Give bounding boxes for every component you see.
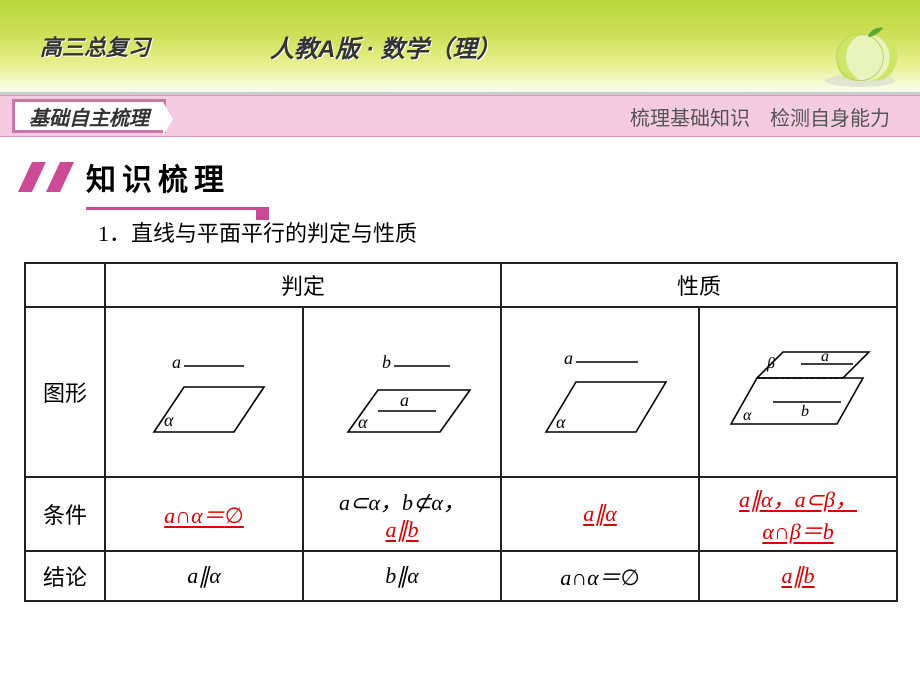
ribbon-bar: 基础自主梳理 梳理基础知识 检测自身能力 — [0, 95, 920, 137]
condition-cell-1: a∩α＝∅ — [105, 477, 303, 551]
conclusion-cell-1: a∥α — [105, 551, 303, 601]
row-head-figure: 图形 — [25, 307, 105, 477]
cond3-text: a∥α — [583, 501, 617, 526]
svg-text:β: β — [766, 355, 775, 372]
apple-decoration — [810, 20, 910, 90]
theorem-table: 判定 性质 图形 a α b a α — [24, 262, 898, 602]
heading-underline — [86, 207, 256, 210]
svg-text:a: a — [172, 352, 181, 372]
svg-text:a: a — [564, 348, 573, 368]
cond1-text: a∩α＝∅ — [164, 503, 244, 528]
condition-cell-4: a∥α，a⊂β， α∩β＝b — [699, 477, 897, 551]
figure-cell-1: a α — [105, 307, 303, 477]
conc3-text: a∩α＝∅ — [560, 565, 640, 590]
section-heading: 知识梳理 — [18, 155, 920, 199]
svg-text:b: b — [801, 403, 809, 420]
svg-text:b: b — [382, 352, 391, 372]
section-subtitle: 1．直线与平面平行的判定与性质 — [98, 216, 920, 248]
col-head-determine: 判定 — [105, 263, 501, 307]
header-left: 高三总复习 — [40, 30, 150, 62]
header-right: 人教A版 · 数学（理） — [270, 29, 501, 64]
svg-text:α: α — [164, 410, 174, 430]
svg-text:α: α — [743, 407, 752, 424]
condition-cell-3: a∥α — [501, 477, 699, 551]
col-head-property: 性质 — [501, 263, 897, 307]
cond4-top: a∥α，a⊂β， — [739, 487, 857, 512]
svg-text:α: α — [358, 412, 368, 432]
row-head-condition: 条件 — [25, 477, 105, 551]
conc4-text: a∥b — [782, 563, 815, 588]
cond4-bottom: α∩β＝b — [762, 519, 833, 544]
conc2-text: b∥α — [385, 563, 419, 588]
cond2-bottom: a∥b — [386, 517, 419, 542]
table-corner — [25, 263, 105, 307]
page-header: 高三总复习 人教A版 · 数学（理） — [0, 0, 920, 95]
figure-cell-4: β a α b — [699, 307, 897, 477]
conclusion-cell-4: a∥b — [699, 551, 897, 601]
conclusion-cell-3: a∩α＝∅ — [501, 551, 699, 601]
figure-cell-3: a α — [501, 307, 699, 477]
section-heading-text: 知识梳理 — [86, 155, 230, 199]
svg-text:a: a — [821, 348, 829, 365]
svg-text:a: a — [400, 390, 409, 410]
conc1-text: a∥α — [187, 563, 221, 588]
condition-cell-2: a⊂α，b⊄α， a∥b — [303, 477, 501, 551]
cond2-top: a⊂α，b⊄α， — [339, 490, 465, 515]
svg-text:α: α — [556, 412, 566, 432]
ribbon-badge: 基础自主梳理 — [12, 99, 166, 133]
ribbon-right-text: 梳理基础知识 检测自身能力 — [630, 102, 890, 131]
conclusion-cell-2: b∥α — [303, 551, 501, 601]
figure-cell-2: b a α — [303, 307, 501, 477]
row-head-conclusion: 结论 — [25, 551, 105, 601]
heading-stripe-icon — [18, 162, 78, 192]
